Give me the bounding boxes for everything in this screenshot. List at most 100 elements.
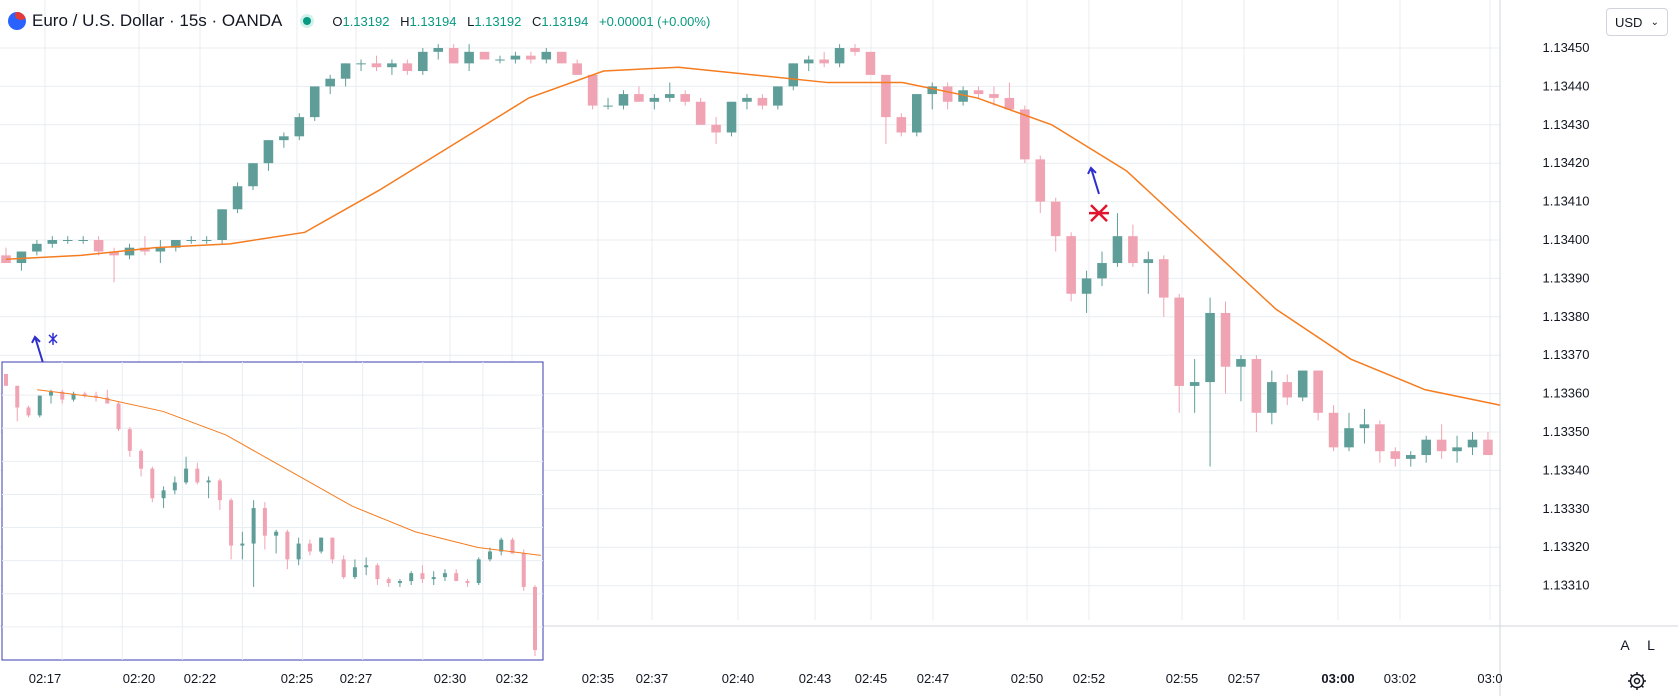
inset-candle-body — [296, 543, 301, 560]
candle-body — [1390, 451, 1401, 459]
inset-candle-body — [499, 539, 504, 552]
inset-candle-body — [420, 573, 425, 580]
price-tick-label: 1.13450 — [1543, 40, 1590, 55]
candle-body — [510, 55, 521, 60]
inset-candle-body — [184, 468, 189, 483]
inset-candle-body — [386, 579, 391, 584]
candle-body — [1112, 236, 1123, 264]
price-axis: 1.13450 1.13440 1.13430 1.13420 1.13410 1.134… — [1543, 40, 1590, 593]
price-tick-label: 1.13350 — [1543, 424, 1590, 439]
candle-body — [1467, 439, 1478, 448]
candle-body — [1189, 382, 1200, 386]
price-tick-label: 1.13360 — [1543, 386, 1590, 401]
time-tick-label: 02:27 — [340, 671, 373, 686]
inset-candle-body — [161, 490, 166, 499]
candle-body — [47, 240, 58, 244]
candle-body — [618, 94, 629, 106]
log-scale-button[interactable]: L — [1647, 637, 1655, 653]
candle-body — [742, 97, 752, 102]
inset-candle-body — [375, 565, 380, 580]
inset-candle-body — [206, 480, 211, 483]
inset-candle-body — [217, 480, 222, 501]
inset-candle-body — [60, 391, 65, 400]
candle-body — [279, 136, 289, 141]
inset-candle-body — [150, 468, 155, 499]
candle-body — [78, 240, 88, 241]
time-tick-label: 02:37 — [636, 671, 669, 686]
inset-candle-body — [465, 581, 470, 584]
candle-body — [1066, 236, 1076, 294]
candle-body — [695, 101, 706, 125]
price-tick-label: 1.13440 — [1543, 78, 1590, 93]
auto-scale-button[interactable]: A — [1620, 637, 1630, 653]
low-value: 1.13192 — [474, 13, 522, 29]
inset-candle-body — [229, 500, 234, 546]
candle-body — [371, 63, 382, 68]
candle-body — [448, 48, 459, 64]
candle-body — [896, 117, 907, 133]
currency-select[interactable]: USD ⌄ — [1606, 8, 1668, 36]
inset-candle-body — [442, 573, 447, 578]
candle-body — [603, 105, 613, 107]
price-tick-label: 1.13380 — [1543, 309, 1590, 324]
candle-body — [711, 124, 721, 133]
inset-overview-panel — [1, 361, 544, 661]
candle-body — [309, 86, 320, 118]
inset-candle-body — [127, 429, 132, 451]
candle-body — [109, 251, 119, 256]
price-tick-label: 1.13410 — [1543, 194, 1590, 209]
candle-body — [1251, 359, 1262, 413]
candle-body — [171, 240, 181, 248]
candle-body — [1267, 382, 1277, 413]
inset-moving-average — [37, 389, 542, 556]
candle-body — [865, 51, 876, 75]
inset-candle-body — [364, 565, 369, 568]
candle-body — [387, 63, 397, 68]
candle-body — [526, 55, 536, 60]
candle-body — [402, 63, 413, 72]
inset-candle-body — [352, 567, 357, 578]
time-tick-label: 02:22 — [184, 671, 217, 686]
candle-body — [155, 247, 166, 252]
inset-candle-body — [240, 543, 245, 546]
candle-body — [93, 240, 104, 252]
candle-body — [1452, 447, 1462, 452]
candle-body — [1174, 297, 1184, 386]
red-cross-marker — [1089, 204, 1109, 223]
time-tick-label: 03:0 — [1477, 671, 1502, 686]
candle-body — [927, 86, 937, 95]
price-tick-label: 1.13310 — [1543, 578, 1590, 593]
candle-body — [649, 97, 660, 102]
inset-candle-body — [397, 581, 402, 584]
symbol-title[interactable]: Euro / U.S. Dollar · 15s · OANDA — [32, 11, 283, 30]
candle-body — [911, 94, 922, 133]
candle-body — [1050, 201, 1061, 237]
candle-body — [788, 63, 799, 87]
candle-body — [140, 247, 150, 252]
time-tick-label: 02:47 — [917, 671, 950, 686]
time-tick-label: 02:57 — [1228, 671, 1261, 686]
inset-candle-body — [15, 385, 20, 408]
time-tick-label: 02:50 — [1011, 671, 1044, 686]
candle-body — [634, 94, 644, 102]
candle-body — [1313, 370, 1323, 413]
candle-body — [1282, 382, 1293, 398]
gear-icon[interactable] — [1627, 671, 1647, 691]
inset-candle-body — [319, 537, 324, 552]
time-tick-label: 02:55 — [1166, 671, 1199, 686]
time-axis: 02:17 02:20 02:22 02:25 02:27 02:30 02:32 02:35… — [29, 671, 1503, 686]
candle-body — [1359, 424, 1370, 429]
high-label: H — [400, 13, 410, 29]
candle-body — [1421, 439, 1431, 456]
candle-body — [1035, 159, 1046, 202]
candle-body — [942, 86, 953, 102]
candle-body — [850, 48, 860, 52]
candle-body — [1344, 428, 1354, 448]
open-label: O — [332, 13, 343, 29]
market-open-dot-icon[interactable] — [300, 14, 315, 28]
currency-value: USD — [1615, 14, 1643, 30]
price-tick-label: 1.13390 — [1543, 270, 1590, 285]
candle-body — [418, 51, 428, 72]
candle-body — [62, 240, 73, 241]
